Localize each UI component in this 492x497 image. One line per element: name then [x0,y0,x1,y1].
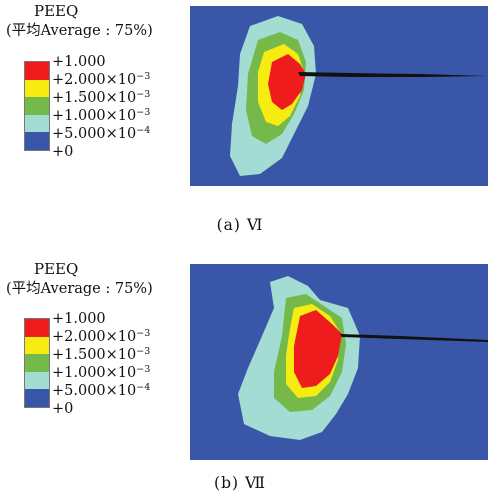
legend-swatch-yellow [25,336,49,355]
legend-title: PEEQ [34,260,79,278]
contour-red [294,310,342,388]
panel-b: PEEQ (平均Average : 75%) +1.000 +2.000×10−… [0,252,492,497]
peeq-contour-plot [190,264,488,460]
legend-tick: +1.000 [52,311,106,327]
figure-caption: (b) Ⅶ [214,474,266,492]
figure-caption: (a) Ⅵ [216,216,264,234]
legend-tick: +1.500×10−3 [52,346,151,363]
legend-swatch-red [25,319,49,337]
legend-title: PEEQ [34,2,79,20]
legend-tick: +2.000×10−3 [52,328,151,345]
legend-tick: +0 [52,144,74,160]
legend-tick: +1.000×10−3 [52,364,151,381]
legend-subtitle: (平均Average : 75%) [6,281,153,297]
contour-red [268,54,306,110]
legend-swatch-cyan [25,114,49,133]
legend-color-bar [24,318,50,408]
legend-swatch-green [25,354,49,372]
legend-swatch-green [25,97,49,115]
crack-line [340,334,488,342]
legend-tick: +5.000×10−4 [52,382,151,399]
panel-a: PEEQ (平均Average : 75%) +1.000 +2.000×10−… [0,0,492,248]
legend-tick: +0 [52,401,74,417]
legend-swatch-yellow [25,79,49,98]
legend-tick: +2.000×10−3 [52,71,151,88]
legend-swatch-red [25,62,49,80]
legend-swatch-blue [25,389,49,407]
legend-tick: +1.000 [52,54,106,70]
legend-color-bar [24,61,50,151]
legend-swatch-cyan [25,371,49,390]
legend-tick: +1.000×10−3 [52,107,151,124]
peeq-contour-plot [190,6,488,186]
legend-swatch-blue [25,132,49,150]
legend-tick: +5.000×10−4 [52,125,151,142]
legend-subtitle: (平均Average : 75%) [6,23,153,39]
legend-tick: +1.500×10−3 [52,89,151,106]
crack-line [298,72,488,77]
